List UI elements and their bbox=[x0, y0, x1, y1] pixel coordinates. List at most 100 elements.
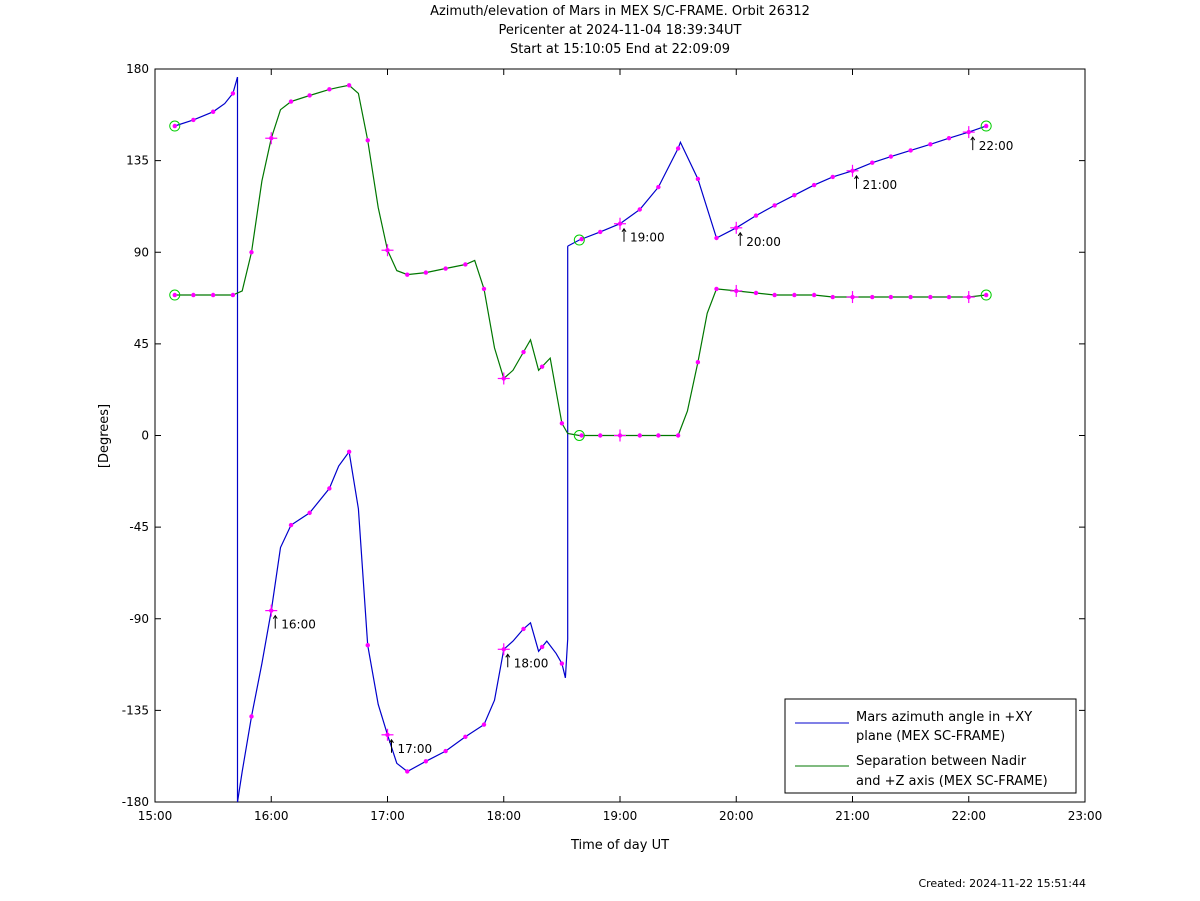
series-marker bbox=[579, 433, 584, 438]
series-marker bbox=[365, 643, 370, 648]
hour-arrow-head bbox=[389, 738, 394, 744]
series-marker bbox=[598, 229, 603, 235]
series-marker bbox=[365, 138, 370, 143]
series-marker bbox=[210, 109, 216, 114]
series-marker bbox=[753, 213, 759, 218]
series-marker bbox=[830, 294, 835, 300]
hour-annotation-label: 16:00 bbox=[281, 618, 316, 632]
legend: Mars azimuth angle in +XY plane (MEX SC-… bbox=[784, 698, 1077, 794]
series-marker bbox=[870, 294, 875, 300]
series-marker bbox=[888, 154, 894, 159]
x-tick-label: 20:00 bbox=[719, 809, 754, 823]
y-tick-label: -135 bbox=[122, 703, 149, 717]
series-marker bbox=[307, 510, 312, 516]
series-marker bbox=[405, 769, 410, 774]
x-axis-label: Time of day UT bbox=[570, 838, 669, 853]
series-marker bbox=[946, 294, 952, 300]
series-marker bbox=[908, 148, 913, 153]
series-marker bbox=[579, 236, 584, 242]
series-marker bbox=[423, 270, 429, 275]
hour-arrow-head bbox=[970, 136, 976, 141]
series-marker bbox=[675, 433, 681, 438]
series-marker bbox=[656, 184, 661, 190]
y-tick-label: 135 bbox=[126, 154, 149, 168]
series-marker bbox=[191, 292, 196, 298]
series-marker bbox=[172, 123, 177, 129]
series-marker bbox=[443, 748, 448, 754]
hour-arrow-head bbox=[737, 231, 743, 237]
x-tick-label: 16:00 bbox=[254, 809, 289, 823]
chart-subtitle-start-end: Start at 15:10:05 End at 22:09:09 bbox=[509, 42, 731, 57]
series-marker bbox=[230, 292, 236, 298]
series-marker bbox=[521, 349, 526, 355]
series-marker bbox=[172, 292, 177, 298]
legend-box bbox=[784, 698, 1077, 794]
hour-arrow-head bbox=[505, 653, 511, 658]
series-marker bbox=[870, 160, 875, 165]
endpoint-circle bbox=[169, 120, 181, 132]
x-tick-label: 19:00 bbox=[603, 809, 638, 823]
series-marker bbox=[210, 292, 216, 298]
series-marker bbox=[443, 266, 448, 271]
series-marker bbox=[481, 722, 487, 727]
series-marker bbox=[463, 262, 468, 267]
series-marker bbox=[423, 759, 429, 764]
hour-annotation-label: 21:00 bbox=[863, 178, 898, 192]
series-marker bbox=[983, 292, 989, 298]
x-tick-label: 22:00 bbox=[951, 809, 986, 823]
hour-annotation-label: 17:00 bbox=[398, 742, 433, 756]
y-tick-label: 180 bbox=[126, 62, 149, 76]
y-tick-label: 90 bbox=[134, 245, 149, 259]
azimuth-line bbox=[564, 246, 569, 678]
series-marker bbox=[637, 433, 642, 438]
x-tick-label: 17:00 bbox=[370, 809, 405, 823]
series-marker bbox=[983, 123, 989, 129]
series-marker bbox=[559, 661, 565, 666]
series-marker bbox=[346, 83, 352, 88]
series-marker bbox=[830, 174, 835, 180]
x-tick-label: 21:00 bbox=[835, 809, 870, 823]
y-tick-label: -45 bbox=[129, 520, 149, 534]
series-marker bbox=[908, 294, 913, 300]
series-marker bbox=[637, 207, 642, 212]
series-marker bbox=[656, 433, 661, 438]
series-marker bbox=[792, 292, 797, 298]
series-marker bbox=[695, 176, 701, 182]
endpoint-circle bbox=[573, 430, 585, 441]
legend-label-azimuth-1: Mars azimuth angle in +XY bbox=[856, 710, 1032, 725]
endpoint-circle bbox=[980, 120, 992, 132]
azimuth-line bbox=[567, 125, 987, 247]
series-marker bbox=[288, 522, 294, 528]
legend-label-separation-2: and +Z axis (MEX SC-FRAME) bbox=[856, 774, 1048, 789]
endpoint-circle bbox=[573, 234, 585, 246]
x-tick-label: 18:00 bbox=[486, 809, 521, 823]
endpoint-circle bbox=[169, 289, 181, 301]
created-timestamp: Created: 2024-11-22 15:51:44 bbox=[918, 877, 1086, 890]
y-tick-label: -90 bbox=[129, 612, 149, 626]
x-tick-label: 15:00 bbox=[138, 809, 173, 823]
series-marker bbox=[792, 193, 797, 198]
series-marker bbox=[463, 734, 468, 740]
legend-label-separation-1: Separation between Nadir bbox=[856, 754, 1027, 769]
x-tick-label: 23:00 bbox=[1068, 809, 1103, 823]
series-marker bbox=[327, 87, 332, 92]
y-tick-label: 45 bbox=[134, 337, 149, 351]
series-marker bbox=[249, 250, 254, 255]
series-marker bbox=[559, 421, 565, 426]
series-marker bbox=[598, 433, 603, 438]
series-marker bbox=[327, 486, 332, 491]
azimuth-line bbox=[236, 450, 566, 803]
hour-arrow-head bbox=[854, 174, 859, 180]
separation-line bbox=[174, 84, 987, 437]
series-marker bbox=[811, 182, 817, 188]
series-marker bbox=[714, 286, 719, 292]
series-marker bbox=[888, 294, 894, 300]
endpoint-circle bbox=[980, 289, 992, 301]
hour-annotation-label: 20:00 bbox=[746, 235, 781, 249]
hour-arrow-head bbox=[621, 227, 627, 233]
series-marker bbox=[811, 292, 817, 298]
chart-subtitle-pericenter: Pericenter at 2024-11-04 18:39:34UT bbox=[498, 23, 742, 38]
series-marker bbox=[481, 286, 487, 292]
series-marker bbox=[772, 292, 777, 298]
series-marker bbox=[928, 294, 933, 300]
